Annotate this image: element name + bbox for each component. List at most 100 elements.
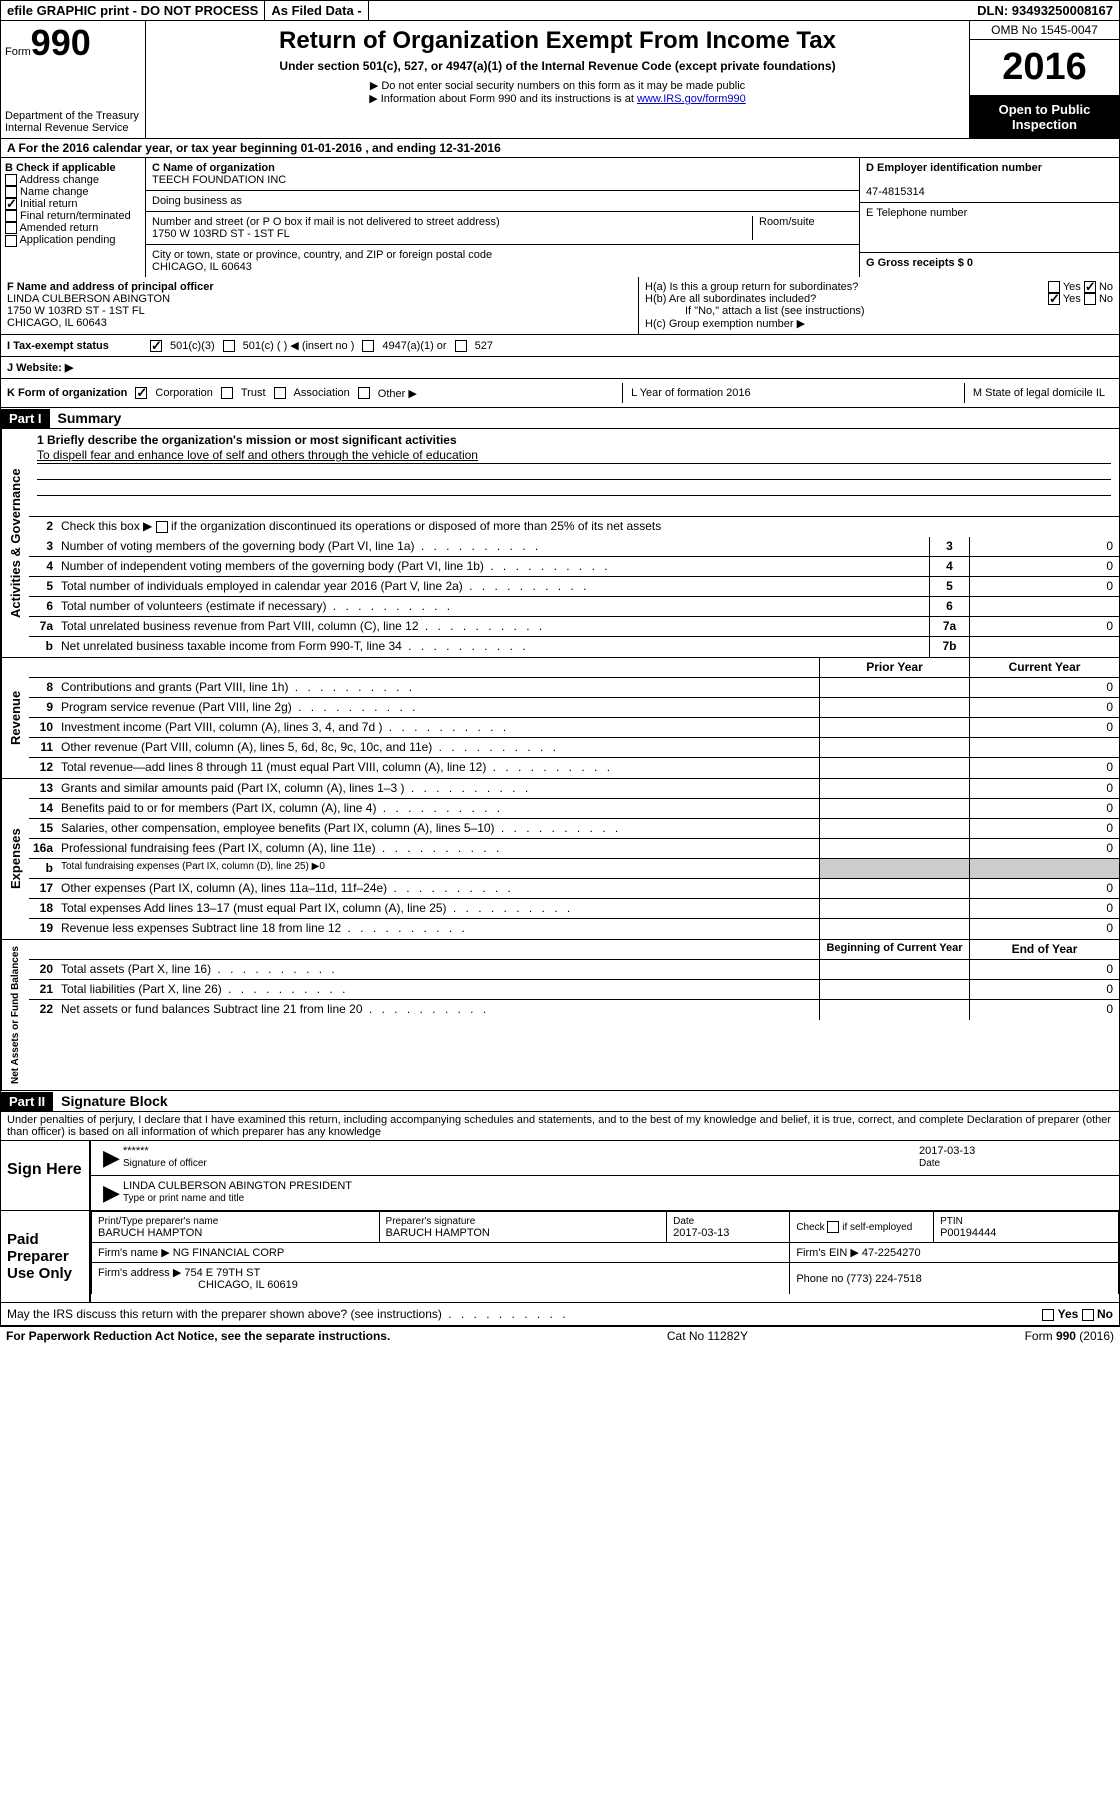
summary-line: 10Investment income (Part VIII, column (… bbox=[29, 718, 1119, 738]
summary-line: 11Other revenue (Part VIII, column (A), … bbox=[29, 738, 1119, 758]
footer: For Paperwork Reduction Act Notice, see … bbox=[0, 1326, 1120, 1345]
checkbox-item: Amended return bbox=[5, 222, 141, 234]
sign-here-label: Sign Here bbox=[1, 1141, 91, 1210]
checkbox-item: Application pending bbox=[5, 234, 141, 246]
summary-line: 17Other expenses (Part IX, column (A), l… bbox=[29, 879, 1119, 899]
summary-line: 19Revenue less expenses Subtract line 18… bbox=[29, 919, 1119, 939]
year-formation: L Year of formation 2016 bbox=[622, 383, 758, 403]
discontinued-checkbox[interactable] bbox=[156, 521, 168, 533]
discuss-no-checkbox[interactable] bbox=[1082, 1309, 1094, 1321]
summary-line: bTotal fundraising expenses (Part IX, co… bbox=[29, 859, 1119, 879]
firm-phone: Phone no (773) 224-7518 bbox=[796, 1273, 921, 1285]
hb-no-checkbox[interactable] bbox=[1084, 293, 1096, 305]
summary-line: 18Total expenses Add lines 13–17 (must e… bbox=[29, 899, 1119, 919]
department-label: Department of the Treasury Internal Reve… bbox=[5, 110, 141, 134]
street-address: 1750 W 103RD ST - 1ST FL bbox=[152, 228, 290, 240]
section-h: H(a) Is this a group return for subordin… bbox=[639, 277, 1119, 334]
preparer-name: BARUCH HAMPTON bbox=[98, 1227, 202, 1239]
summary-line: 13Grants and similar amounts paid (Part … bbox=[29, 779, 1119, 799]
checkbox-item: Final return/terminated bbox=[5, 210, 141, 222]
section-bcdefg: B Check if applicable Address change Nam… bbox=[0, 158, 1120, 277]
perjury-declaration: Under penalties of perjury, I declare th… bbox=[0, 1112, 1120, 1141]
summary-line: 7aTotal unrelated business revenue from … bbox=[29, 617, 1119, 637]
section-b-checkbox[interactable] bbox=[5, 174, 17, 186]
paid-preparer-label: Paid Preparer Use Only bbox=[1, 1211, 91, 1302]
mission-text: To dispell fear and enhance love of self… bbox=[37, 447, 1111, 464]
tax-year: 2016 bbox=[970, 40, 1119, 96]
part-1-header: Part I Summary bbox=[0, 408, 1120, 429]
section-b-checkbox[interactable] bbox=[5, 235, 17, 247]
other-checkbox[interactable] bbox=[358, 387, 370, 399]
irs-link[interactable]: www.IRS.gov/form990 bbox=[637, 93, 746, 105]
corp-checkbox[interactable] bbox=[135, 387, 147, 399]
section-b: B Check if applicable Address change Nam… bbox=[1, 158, 146, 277]
firm-ein: 47-2254270 bbox=[862, 1247, 921, 1259]
efile-label: efile GRAPHIC print - DO NOT PROCESS bbox=[1, 1, 265, 20]
officer-name: LINDA CULBERSON ABINGTON PRESIDENT bbox=[123, 1180, 352, 1192]
summary-line: bNet unrelated business taxable income f… bbox=[29, 637, 1119, 657]
self-employed-checkbox[interactable] bbox=[827, 1221, 839, 1233]
form-subtitle: Under section 501(c), 527, or 4947(a)(1)… bbox=[152, 59, 963, 73]
row-a-tax-year: A For the 2016 calendar year, or tax yea… bbox=[0, 139, 1120, 158]
summary-line: 8Contributions and grants (Part VIII, li… bbox=[29, 678, 1119, 698]
expenses-section: Expenses 13Grants and similar amounts pa… bbox=[0, 779, 1120, 940]
ha-no-checkbox[interactable] bbox=[1084, 281, 1096, 293]
summary-line: 20Total assets (Part X, line 16)0 bbox=[29, 960, 1119, 980]
trust-checkbox[interactable] bbox=[221, 387, 233, 399]
activities-governance-section: Activities & Governance 1 Briefly descri… bbox=[0, 429, 1120, 658]
header-note-1: ▶ Do not enter social security numbers o… bbox=[152, 79, 963, 92]
summary-line: 21Total liabilities (Part X, line 26)0 bbox=[29, 980, 1119, 1000]
vert-label-net: Net Assets or Fund Balances bbox=[1, 940, 29, 1090]
section-b-checkbox[interactable] bbox=[5, 198, 17, 210]
checkbox-item: Address change bbox=[5, 174, 141, 186]
section-b-checkbox[interactable] bbox=[5, 222, 17, 234]
signature-block: Sign Here ▶ ****** Signature of officer … bbox=[0, 1141, 1120, 1211]
summary-line: 9Program service revenue (Part VIII, lin… bbox=[29, 698, 1119, 718]
summary-line: 16aProfessional fundraising fees (Part I… bbox=[29, 839, 1119, 859]
assoc-checkbox[interactable] bbox=[274, 387, 286, 399]
preparer-sig: BARUCH HAMPTON bbox=[386, 1227, 490, 1239]
asfiled-label: As Filed Data - bbox=[265, 1, 368, 20]
dln-label: DLN: 93493250008167 bbox=[971, 1, 1119, 20]
discuss-row: May the IRS discuss this return with the… bbox=[0, 1303, 1120, 1326]
501c-checkbox[interactable] bbox=[223, 340, 235, 352]
form-number: 990 bbox=[31, 22, 91, 63]
checkbox-item: Name change bbox=[5, 186, 141, 198]
527-checkbox[interactable] bbox=[455, 340, 467, 352]
paid-preparer-block: Paid Preparer Use Only Print/Type prepar… bbox=[0, 1211, 1120, 1303]
section-b-checkbox[interactable] bbox=[5, 210, 17, 222]
section-f: F Name and address of principal officer … bbox=[1, 277, 639, 334]
row-fh: F Name and address of principal officer … bbox=[0, 277, 1120, 335]
hb-yes-checkbox[interactable] bbox=[1048, 293, 1060, 305]
form-title: Return of Organization Exempt From Incom… bbox=[152, 27, 963, 55]
open-inspection: Open to Public Inspection bbox=[970, 96, 1119, 138]
vert-label-revenue: Revenue bbox=[1, 658, 29, 778]
summary-line: 6Total number of volunteers (estimate if… bbox=[29, 597, 1119, 617]
summary-line: 3Number of voting members of the governi… bbox=[29, 537, 1119, 557]
part-2-header: Part II Signature Block bbox=[0, 1091, 1120, 1112]
form-word: Form bbox=[5, 46, 31, 58]
firm-name: NG FINANCIAL CORP bbox=[173, 1247, 284, 1259]
501c3-checkbox[interactable] bbox=[150, 340, 162, 352]
row-j-website: J Website: ▶ bbox=[0, 357, 1120, 379]
net-assets-section: Net Assets or Fund Balances Beginning of… bbox=[0, 940, 1120, 1091]
gross-receipts: G Gross receipts $ 0 bbox=[866, 257, 973, 269]
section-defg: D Employer identification number 47-4815… bbox=[859, 158, 1119, 277]
header-note-2: ▶ Information about Form 990 and its ins… bbox=[152, 92, 963, 105]
section-c: C Name of organization TEECH FOUNDATION … bbox=[146, 158, 859, 277]
summary-line: 4Number of independent voting members of… bbox=[29, 557, 1119, 577]
state-domicile: M State of legal domicile IL bbox=[964, 383, 1113, 403]
discuss-yes-checkbox[interactable] bbox=[1042, 1309, 1054, 1321]
summary-line: 5Total number of individuals employed in… bbox=[29, 577, 1119, 597]
summary-line: 22Net assets or fund balances Subtract l… bbox=[29, 1000, 1119, 1020]
checkbox-item: Initial return bbox=[5, 198, 141, 210]
row-k: K Form of organization Corporation Trust… bbox=[0, 379, 1120, 408]
org-name: TEECH FOUNDATION INC bbox=[152, 174, 286, 186]
summary-line: 15Salaries, other compensation, employee… bbox=[29, 819, 1119, 839]
top-bar: efile GRAPHIC print - DO NOT PROCESS As … bbox=[0, 0, 1120, 21]
city-state-zip: CHICAGO, IL 60643 bbox=[152, 261, 252, 273]
4947-checkbox[interactable] bbox=[362, 340, 374, 352]
form-header: Form990 Department of the Treasury Inter… bbox=[0, 21, 1120, 139]
vert-label-activities: Activities & Governance bbox=[1, 429, 29, 657]
row-i: I Tax-exempt status 501(c)(3) 501(c) ( )… bbox=[0, 335, 1120, 357]
